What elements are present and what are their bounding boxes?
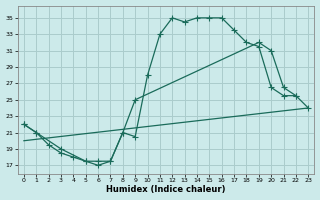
X-axis label: Humidex (Indice chaleur): Humidex (Indice chaleur) xyxy=(106,185,226,194)
